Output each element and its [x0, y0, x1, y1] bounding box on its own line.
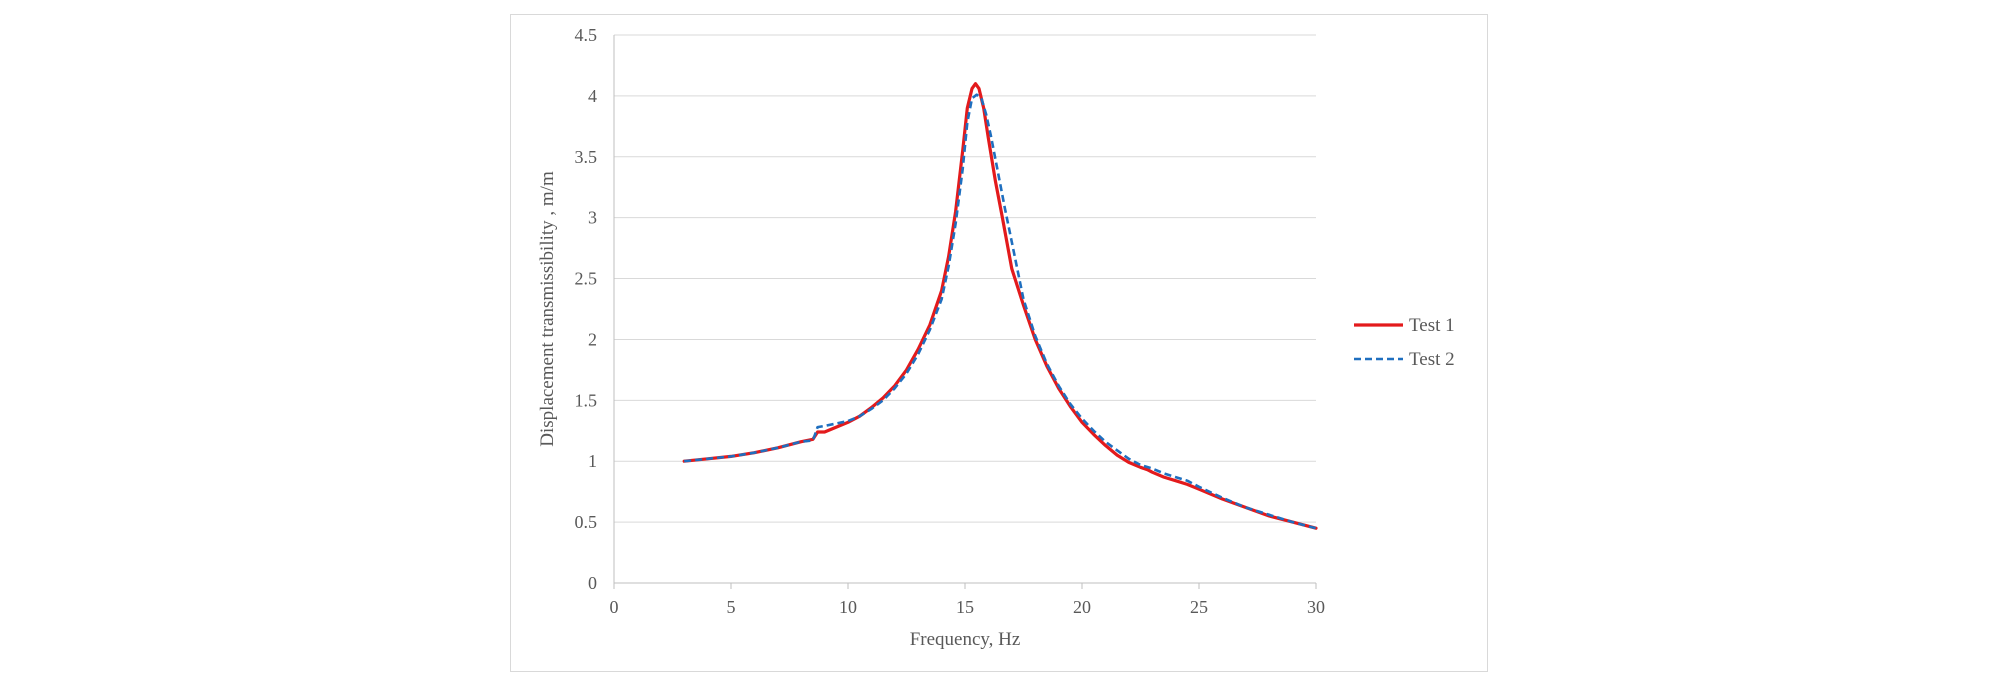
axes	[613, 35, 1317, 589]
x-axis-title: Frequency, Hz	[910, 629, 1021, 650]
x-tick-labels: 0 5 10 15 20 25 30	[610, 597, 1326, 617]
x-tick-label: 0	[610, 597, 619, 617]
series-line-1	[682, 82, 1318, 530]
chart-frame: 0 0.5 1 1.5 2 2.5 3 3.5 4 4.5 0 5 10 15 20 25 30 Freque…	[510, 14, 1488, 672]
y-tick-label: 2.5	[575, 269, 598, 289]
x-tick-label: 30	[1307, 597, 1325, 617]
y-tick-label: 4	[588, 86, 597, 106]
x-tick-label: 10	[839, 597, 857, 617]
series-line-2	[684, 93, 1317, 530]
y-tick-label: 1	[588, 451, 597, 471]
legend: Test 1 Test 2	[1354, 315, 1455, 370]
y-tick-label: 1.5	[575, 390, 598, 410]
x-tick-label: 5	[727, 597, 736, 617]
gridlines	[614, 34, 1316, 523]
y-tick-label: 2	[588, 329, 597, 349]
legend-label-2: Test 2	[1409, 349, 1455, 370]
x-tick-label: 20	[1073, 597, 1091, 617]
y-tick-labels: 0 0.5 1 1.5 2 2.5 3 3.5 4 4.5	[575, 25, 598, 593]
y-tick-label: 3.5	[575, 147, 598, 167]
y-tick-label: 3	[588, 208, 597, 228]
x-tick-label: 15	[956, 597, 974, 617]
y-tick-label: 0	[588, 573, 597, 593]
line-chart: 0 0.5 1 1.5 2 2.5 3 3.5 4 4.5 0 5 10 15 20 25 30 Freque…	[537, 25, 1455, 650]
legend-label-1: Test 1	[1409, 315, 1455, 336]
y-tick-label: 0.5	[575, 512, 598, 532]
series-lines	[682, 82, 1318, 530]
x-tick-label: 25	[1190, 597, 1208, 617]
y-axis-title: Displacement transmissibility , m/m	[537, 171, 558, 447]
y-tick-label: 4.5	[575, 25, 598, 45]
